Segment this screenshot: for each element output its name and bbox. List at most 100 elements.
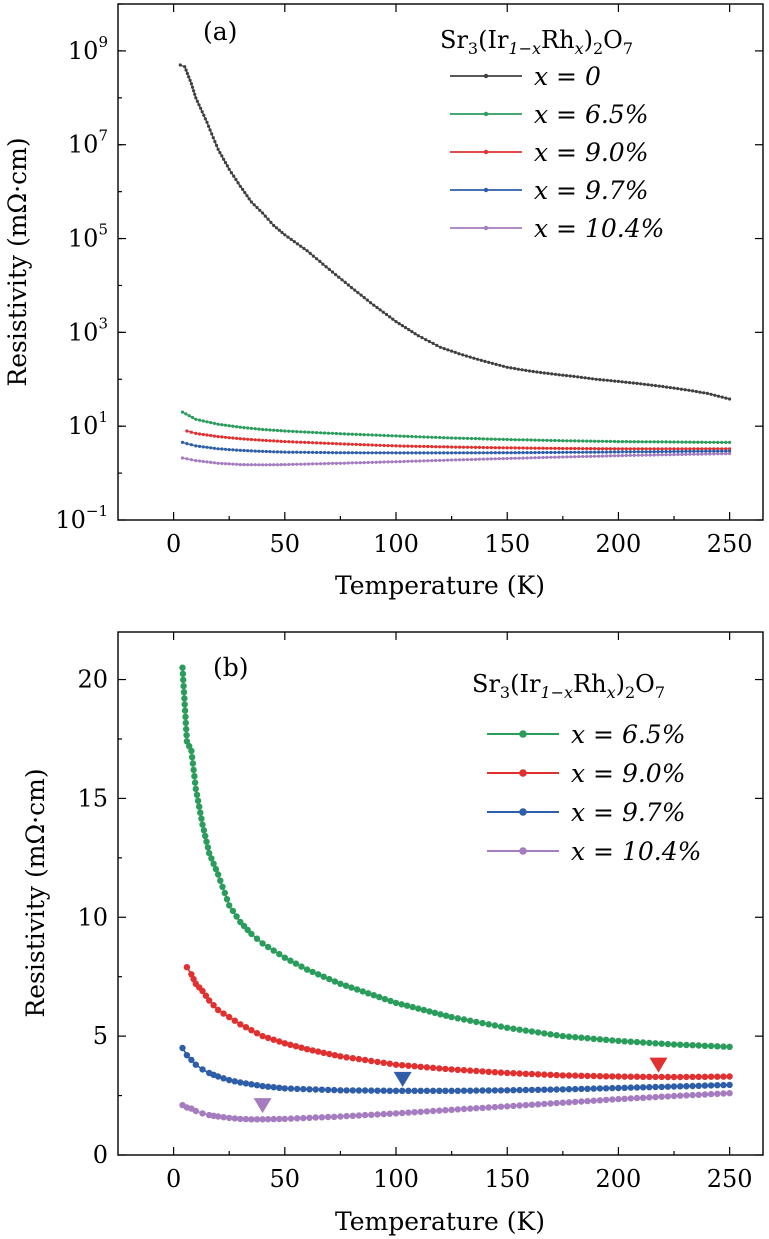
data-point [534, 1071, 542, 1078]
data-point [493, 446, 497, 450]
data-point [372, 303, 376, 307]
data-point [650, 383, 654, 387]
data-point [569, 446, 573, 451]
data-point [465, 458, 470, 462]
data-point [587, 376, 591, 380]
data-point [216, 461, 220, 465]
data-point [214, 871, 222, 878]
data-point [585, 439, 589, 443]
data-point [322, 450, 327, 455]
data-point [581, 454, 585, 459]
data-point [292, 960, 300, 967]
data-point [589, 454, 593, 458]
data-point [664, 450, 668, 454]
data-point [272, 463, 276, 467]
data-point [473, 1105, 480, 1112]
data-point [584, 1097, 591, 1105]
data-point [358, 461, 362, 465]
data-point [590, 1072, 597, 1080]
data-point [184, 68, 188, 72]
data-point [286, 235, 290, 239]
data-point [242, 463, 246, 467]
data-point [627, 1073, 634, 1080]
data-point [442, 445, 446, 449]
data-point [509, 456, 513, 460]
data-point [331, 1086, 338, 1094]
data-point [295, 242, 300, 246]
data-point [454, 1106, 461, 1113]
data-point [550, 372, 554, 376]
data-point [553, 372, 558, 376]
data-point [319, 462, 323, 466]
data-point [632, 450, 636, 454]
data-point [448, 1066, 455, 1073]
data-point [533, 446, 537, 450]
legend-swatch-marker [519, 730, 527, 738]
data-point [299, 430, 303, 434]
data-point [572, 1085, 579, 1093]
data-point [460, 1067, 468, 1074]
data-point [253, 1030, 261, 1037]
data-point [343, 1087, 350, 1094]
data-point [233, 913, 240, 920]
data-point [720, 1090, 727, 1097]
data-point [237, 1115, 244, 1123]
data-point [362, 451, 366, 455]
data-point [549, 455, 553, 459]
data-point [319, 450, 323, 455]
data-point [183, 732, 190, 739]
data-point [381, 310, 385, 314]
data-point [386, 1060, 393, 1067]
data-point [193, 791, 201, 798]
data-point [442, 347, 446, 351]
data-point [359, 988, 366, 995]
data-point [390, 451, 394, 455]
data-point [275, 428, 279, 433]
data-point [402, 451, 406, 455]
data-point [557, 446, 561, 450]
data-point [453, 350, 457, 354]
data-point [269, 220, 273, 224]
data-point [510, 1102, 517, 1110]
data-point [636, 453, 640, 457]
data-point [417, 1087, 424, 1095]
data-point [573, 455, 577, 459]
data-point [261, 463, 265, 467]
panel-a-label: (a) [203, 17, 237, 46]
data-point [585, 447, 589, 451]
data-point [621, 1073, 628, 1080]
data-point [398, 460, 402, 464]
data-point [627, 1084, 634, 1091]
data-point [656, 450, 660, 454]
data-point [188, 754, 196, 761]
data-point [248, 930, 255, 938]
data-point [680, 440, 684, 444]
data-point [220, 447, 224, 451]
data-point [547, 1031, 554, 1038]
data-point [569, 439, 573, 443]
data-point [696, 440, 700, 444]
data-point [279, 439, 283, 443]
data-point [547, 1100, 554, 1107]
data-point [315, 441, 319, 445]
data-point [264, 428, 268, 432]
data-point [589, 439, 593, 443]
data-point [490, 361, 494, 365]
data-point [353, 288, 357, 292]
data-point [374, 460, 378, 464]
data-point [268, 463, 272, 467]
data-point [700, 449, 704, 453]
data-point [374, 1058, 381, 1066]
data-point [283, 440, 287, 444]
data-point [473, 451, 478, 455]
data-point [716, 447, 720, 451]
data-point [642, 382, 647, 386]
data-point [707, 1090, 715, 1098]
data-point [409, 1003, 416, 1011]
data-point [701, 1073, 709, 1081]
data-point [728, 447, 732, 451]
data-point [513, 438, 517, 442]
data-point [537, 446, 541, 450]
data-point [464, 354, 468, 358]
data-point [565, 1099, 573, 1106]
